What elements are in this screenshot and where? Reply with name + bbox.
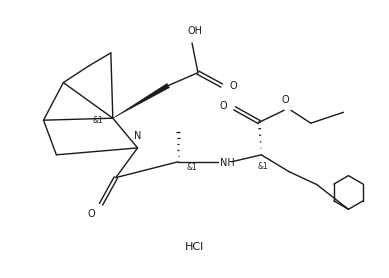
- Text: OH: OH: [187, 26, 203, 36]
- Text: O: O: [230, 81, 237, 91]
- Text: &1: &1: [92, 116, 103, 125]
- Polygon shape: [113, 83, 170, 118]
- Text: HCl: HCl: [184, 242, 203, 252]
- Text: N: N: [134, 131, 141, 141]
- Text: O: O: [281, 95, 289, 105]
- Text: &1: &1: [258, 162, 268, 171]
- Text: O: O: [88, 209, 95, 219]
- Text: O: O: [219, 101, 227, 111]
- Text: &1: &1: [186, 163, 197, 172]
- Text: NH: NH: [220, 158, 235, 168]
